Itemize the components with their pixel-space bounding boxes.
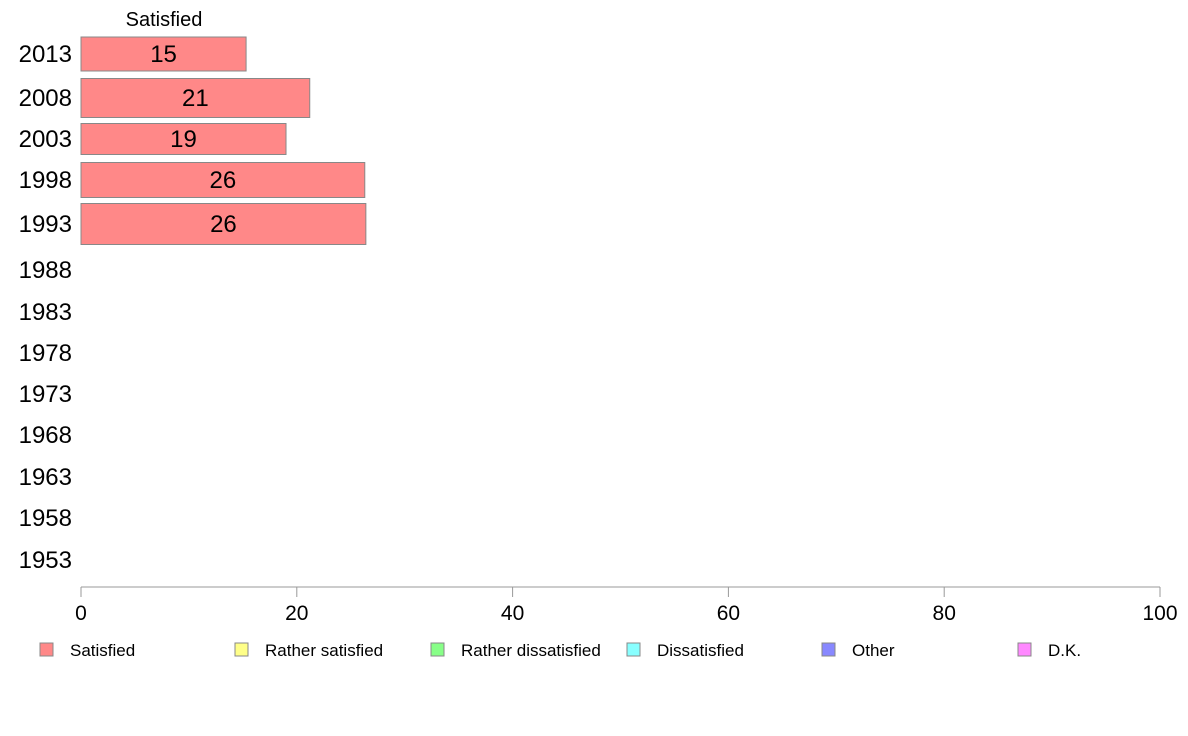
x-axis: 0 20 40 60 80 100 [75,586,1178,625]
category-label-2013: 2013 [19,41,72,68]
category-label-1983: 1983 [19,299,72,326]
legend-swatch-dissatisfied [626,642,641,657]
legend-label-d-k: D.K. [1048,641,1081,660]
x-tick-label-40: 40 [501,602,524,625]
category-label-1958: 1958 [19,505,72,532]
category-label-1978: 1978 [19,340,72,367]
legend: Satisfied Rather satisfied Rather dissatis… [39,641,1081,660]
category-label-2008: 2008 [19,85,72,112]
series-title: Satisfied [126,9,203,31]
x-tick-label-80: 80 [933,602,956,625]
category-label-1993: 1993 [19,211,72,238]
category-label-1988: 1988 [19,257,72,284]
legend-swatch-d-k [1017,642,1032,657]
bar-1998-satisfied [80,162,366,198]
category-label-2003: 2003 [19,126,72,153]
bar-2003-satisfied [80,123,287,155]
legend-label-rather-satisfied: Rather satisfied [265,641,383,660]
bar-label-2013: 15 [150,41,177,68]
bar-1993-satisfied [80,203,367,245]
x-tick-label-100: 100 [1142,602,1177,625]
bar-2013-satisfied [80,36,247,72]
legend-label-other: Other [852,641,895,660]
legend-label-dissatisfied: Dissatisfied [657,641,744,660]
bar-2008-satisfied [80,78,311,118]
bar-label-1993: 26 [210,211,237,238]
x-tick-label-0: 0 [75,602,87,625]
category-label-1953: 1953 [19,547,72,574]
category-label-1973: 1973 [19,381,72,408]
legend-swatch-other [821,642,836,657]
bar-label-2003: 19 [170,126,197,153]
category-label-1963: 1963 [19,464,72,491]
category-labels: 2013 2008 2003 1998 1993 1988 1983 1978 1973 1968… [19,41,72,574]
x-tick-label-60: 60 [717,602,740,625]
x-tick-label-20: 20 [285,602,308,625]
category-label-1968: 1968 [19,422,72,449]
bar-label-2008: 21 [182,85,209,112]
legend-label-satisfied: Satisfied [70,641,135,660]
legend-swatch-satisfied [39,642,54,657]
legend-swatch-rather-satisfied [234,642,249,657]
legend-label-rather-dissatisfied: Rather dissatisfied [461,641,601,660]
category-label-1998: 1998 [19,167,72,194]
legend-swatch-rather-dissatisfied [430,642,445,657]
bar-label-1998: 26 [210,167,237,194]
